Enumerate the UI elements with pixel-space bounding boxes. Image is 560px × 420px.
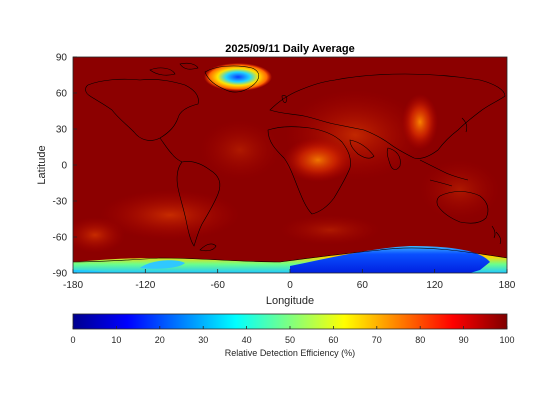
- colorbar-tick-label: 100: [499, 335, 514, 345]
- x-tick-label: -120: [135, 280, 155, 291]
- colorbar-tick-label: 60: [328, 335, 338, 345]
- colorbar-tick-label: 40: [242, 335, 252, 345]
- map-title: 2025/09/11 Daily Average: [225, 43, 354, 55]
- antarctica-east-low-efficiency: [290, 246, 490, 273]
- coast-south-america: [176, 161, 221, 247]
- greenland-low-efficiency: [204, 63, 272, 91]
- x-tick-label: 120: [426, 280, 443, 291]
- x-tick-label: -180: [63, 280, 83, 291]
- colorbar-tick-label: 50: [285, 335, 295, 345]
- x-axis-label: Longitude: [266, 295, 314, 307]
- map-panel: [73, 57, 507, 273]
- y-tick-label: -90: [53, 269, 68, 280]
- y-tick-label: 0: [61, 161, 67, 172]
- coast-antarctica: [73, 247, 507, 263]
- colorbar-tick-label: 90: [459, 335, 469, 345]
- y-tick-label: 60: [56, 89, 68, 100]
- x-tick-label: 60: [357, 280, 369, 291]
- hotspot-south-pacific: [100, 190, 240, 240]
- coast-greenland: [204, 65, 260, 93]
- efficiency-field: [73, 63, 507, 273]
- coast-australia: [436, 191, 489, 224]
- y-tick-label: -30: [53, 197, 68, 208]
- x-tick-label: 0: [287, 280, 293, 291]
- y-axis-label: Latitude: [36, 145, 48, 184]
- y-axis-ticks: -90 -60 -30 0 30 60 90: [53, 53, 77, 280]
- colorbar-tick-label: 10: [111, 335, 121, 345]
- hotspot-central-asia: [402, 94, 438, 150]
- y-tick-label: 30: [56, 125, 68, 136]
- colorbar-tick-label: 20: [155, 335, 165, 345]
- x-axis-ticks: -180 -120 -60 0 60 120 180: [63, 269, 516, 291]
- colorbar-tick-label: 0: [70, 335, 75, 345]
- colorbar-label: Relative Detection Efficiency (%): [225, 348, 355, 358]
- coast-eurasia: [269, 73, 506, 159]
- x-tick-label: 180: [499, 280, 516, 291]
- hotspot-central-africa: [283, 138, 353, 182]
- coast-north-america: [85, 78, 199, 141]
- antarctica-west-low-efficiency: [140, 260, 185, 269]
- x-tick-label: -60: [210, 280, 225, 291]
- colorbar-tick-label: 70: [372, 335, 382, 345]
- colorbar-ticks: 0 10 20 30 40 50 60 70 80 90 100: [70, 326, 515, 345]
- y-tick-label: -60: [53, 233, 68, 244]
- colorbar-tick-label: 80: [415, 335, 425, 345]
- coast-africa: [267, 126, 351, 215]
- coastlines: [73, 62, 507, 263]
- colorbar-tick-label: 30: [198, 335, 208, 345]
- y-tick-label: 90: [56, 53, 68, 64]
